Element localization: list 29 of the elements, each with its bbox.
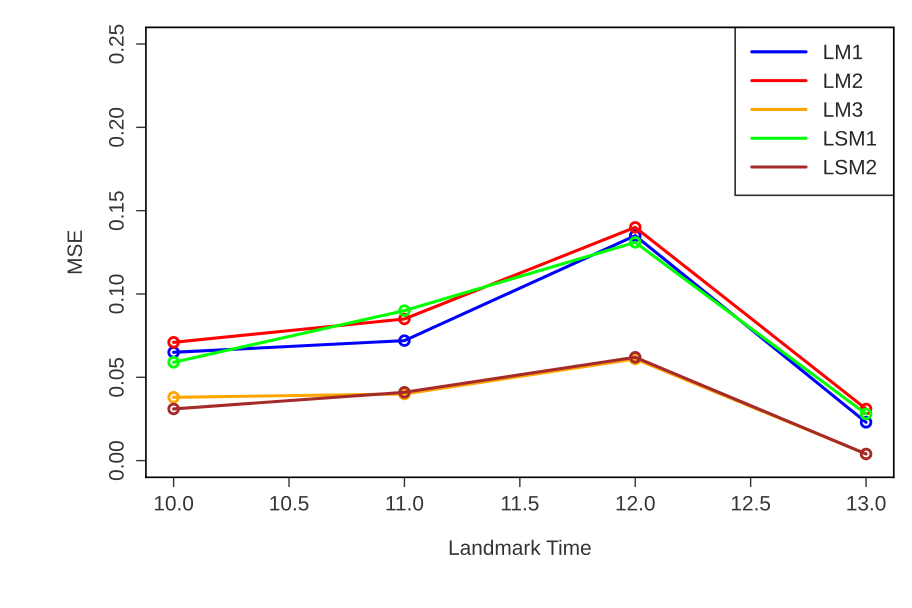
point xyxy=(167,336,180,349)
x-tick-label: 11.0 xyxy=(386,496,424,511)
x-tick-label: 10.5 xyxy=(270,496,308,511)
x-tick-label: 12.5 xyxy=(732,496,770,511)
point xyxy=(167,402,180,416)
legend-label: LSM2 xyxy=(824,160,876,175)
point xyxy=(167,391,180,404)
legend-label: LSM1 xyxy=(824,130,876,146)
point xyxy=(398,304,411,317)
point xyxy=(398,334,411,347)
x-tick-label: 10.0 xyxy=(154,496,194,511)
y-axis-title: MSE xyxy=(67,230,82,274)
y-tick-label: 0.20 xyxy=(108,108,124,147)
y-tick-label: 0.10 xyxy=(108,274,124,314)
y-tick-label: 0.05 xyxy=(108,358,124,397)
point xyxy=(860,408,872,420)
y-tick-label: 0.00 xyxy=(108,441,124,480)
y-tick-label: 0.15 xyxy=(108,191,124,230)
x-axis-title: Landmark Time xyxy=(450,540,591,556)
x-tick-label: 11.5 xyxy=(502,496,538,511)
legend-label: LM2 xyxy=(824,73,862,88)
y-tick-label: 0.25 xyxy=(108,24,124,64)
point xyxy=(628,236,642,249)
point xyxy=(167,356,180,369)
x-tick-label: 13.0 xyxy=(847,496,886,511)
legend-label: LM3 xyxy=(824,102,862,117)
legend-label: LM1 xyxy=(824,44,862,60)
point xyxy=(628,221,642,234)
x-tick-label: 12.0 xyxy=(616,496,655,511)
